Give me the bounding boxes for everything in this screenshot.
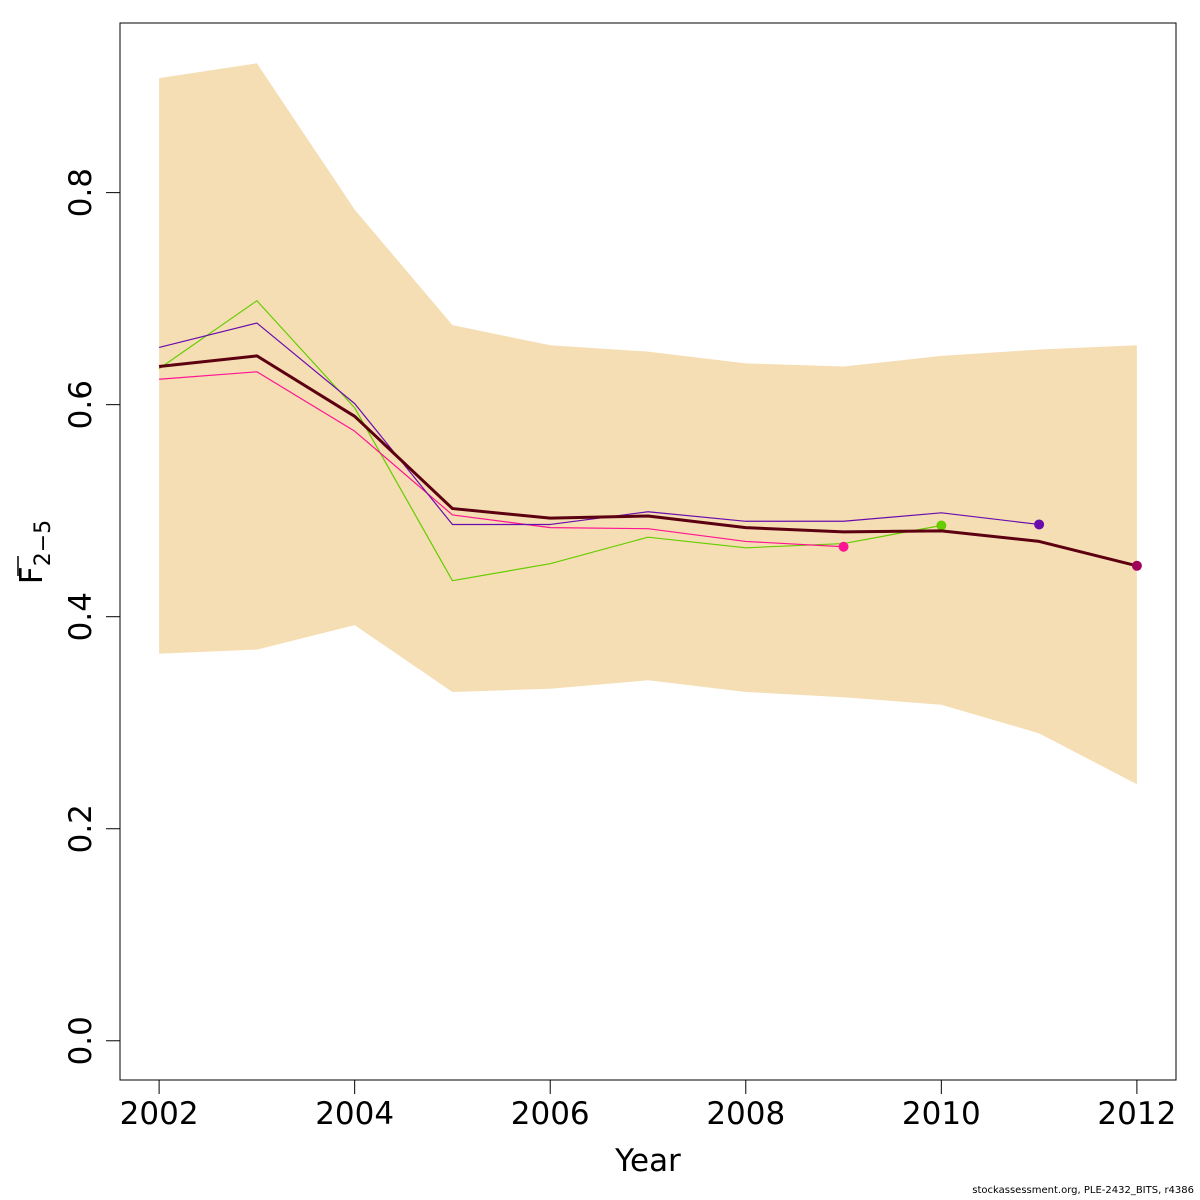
x-tick-label: 2010 [902,1096,981,1132]
x-tick-label: 2012 [1097,1096,1176,1132]
y-tick-label: 0.0 [63,1016,99,1065]
series-endpoint-3 [1034,519,1045,530]
x-axis-title: Year [614,1143,681,1179]
confidence-band [159,63,1137,785]
series-endpoint-4 [1131,560,1142,571]
y-axis-title-subscript: 2−5 [31,520,56,566]
y-tick-label: 0.6 [63,380,99,429]
y-tick-label: 0.4 [63,592,99,641]
y-axis-title: F2−5 [14,520,56,584]
confidence-band-layer [159,63,1137,785]
x-axis: 2002 2004 2006 2008 2010 2012 [120,1079,1176,1132]
y-tick-label: 0.8 [63,168,99,217]
y-axis-title-main: F [14,566,50,584]
series-line-4 [158,354,1138,568]
series-layer [158,300,1142,582]
footer-credit: stockassessment.org, PLE-2432_BITS, r438… [972,1185,1194,1196]
svg-text:F2−5: F2−5 [14,520,56,584]
y-axis: 0.0 0.2 0.4 0.6 0.8 [63,168,121,1065]
series-endpoint-1 [936,520,947,531]
series-endpoint-2 [838,541,849,552]
x-tick-label: 2004 [315,1096,394,1132]
y-tick-label: 0.2 [63,804,99,853]
x-tick-label: 2002 [120,1096,199,1132]
series-line-2 [159,371,844,548]
x-tick-label: 2008 [706,1096,785,1132]
x-tick-label: 2006 [511,1096,590,1132]
